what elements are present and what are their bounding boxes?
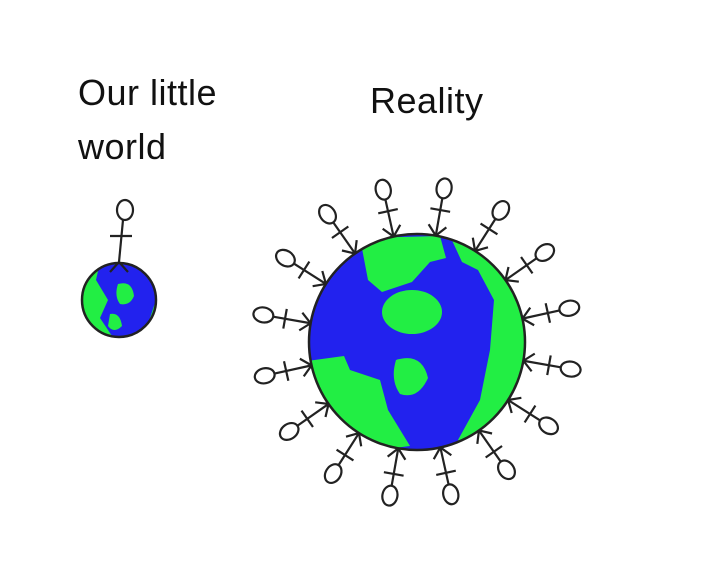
reality-person <box>323 432 363 485</box>
reality-person <box>471 199 511 252</box>
reality-person <box>318 203 358 255</box>
reality-person <box>432 446 460 506</box>
reality-person <box>521 299 581 327</box>
reality-person <box>278 401 330 441</box>
reality-person <box>381 447 407 507</box>
reality-people <box>252 177 582 507</box>
reality-person <box>252 306 312 332</box>
reality-label: Reality <box>370 80 484 121</box>
little-world-label: Our little world <box>78 72 218 167</box>
reality-person <box>507 396 560 436</box>
reality-person <box>427 177 453 237</box>
reality-person <box>374 178 402 238</box>
reality-person <box>504 243 556 283</box>
little-world-person <box>109 198 135 273</box>
reality-person <box>522 352 582 378</box>
reality-globe <box>307 232 527 452</box>
reality-person <box>476 429 516 481</box>
little-world-globe <box>80 261 158 339</box>
reality-person <box>253 357 313 385</box>
little-world-ocean <box>96 263 156 337</box>
reality-person <box>274 248 327 288</box>
